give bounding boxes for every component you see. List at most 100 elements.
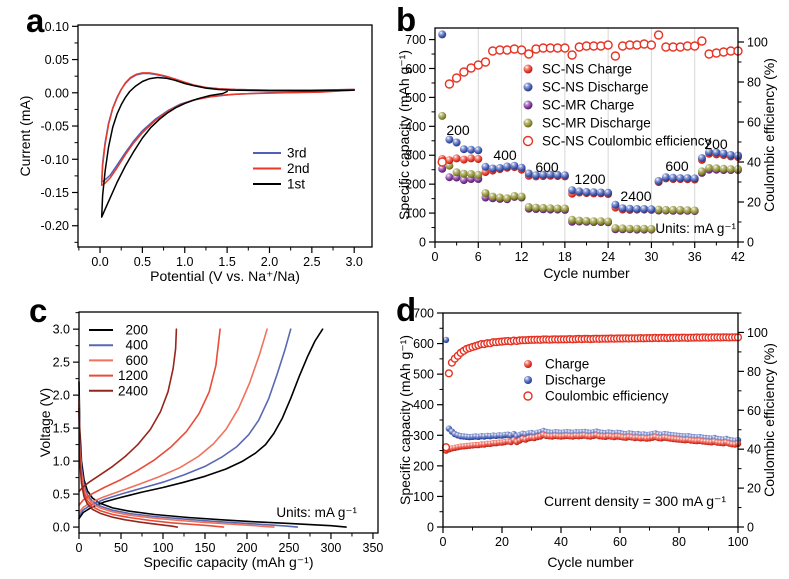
series-sc-ns-coulombic-efficiency (437, 30, 743, 167)
y-tick-label: 400 (413, 398, 434, 412)
y-axis-title: Specific capacity (mAh g⁻¹) (396, 50, 412, 220)
legend-marker-coulombic-efficiency (523, 391, 533, 401)
panel-c-letter: c (29, 292, 48, 329)
y-tick-label: 2.5 (53, 356, 70, 370)
y-tick-label: 600 (405, 62, 426, 76)
annotation-200: 200 (704, 136, 728, 152)
x-tick-label: 60 (613, 535, 627, 549)
legend-label-sc-ns-discharge: SC-NS Discharge (542, 80, 649, 95)
y-tick-label: 400 (405, 120, 426, 134)
x-tick-label: 0 (432, 250, 439, 264)
series-400-charge (78, 328, 292, 517)
legend-marker-charge (524, 360, 532, 368)
y2-tick-label: 60 (747, 116, 761, 130)
y-tick-label: 0.10 (45, 20, 69, 34)
x-tick-label: 200 (237, 541, 258, 555)
legend-label-2400: 2400 (118, 383, 148, 398)
y-tick-label: 700 (405, 33, 426, 47)
legend-label-1st: 1st (287, 177, 305, 192)
x-tick-label: 100 (728, 535, 749, 549)
legend-marker-sc-mr-charge (523, 100, 533, 110)
y-tick-label: 0.05 (45, 53, 69, 67)
y2-tick-label: 20 (747, 482, 761, 496)
x-axis-title: Specific capacity (mAh g⁻¹) (144, 554, 314, 570)
x-tick-label: 42 (731, 250, 745, 264)
y-tick-label: 0.5 (53, 488, 70, 502)
x-tick-label: 150 (195, 541, 216, 555)
x-tick-label: 300 (321, 541, 342, 555)
y2-tick-label: 80 (747, 365, 761, 379)
series-2400-discharge (78, 407, 179, 528)
series-600-charge (78, 328, 268, 514)
legend-label-charge: Charge (545, 357, 589, 372)
plot-frame (77, 24, 373, 248)
panel-d-cycling-chart: 0 20 40 60 80 1000100200300400500600700020406… (397, 307, 777, 571)
y2-tick-label: 0 (747, 521, 754, 535)
legend-label-sc-mr-discharge: SC-MR Discharge (542, 116, 651, 131)
y-tick-label: 2.0 (53, 389, 70, 403)
y-tick-label: 500 (413, 368, 434, 382)
annotation-2400: 2400 (620, 188, 651, 204)
series-2400-charge (78, 328, 178, 493)
y-tick-label: -0.15 (41, 186, 70, 200)
y-tick-label: 300 (405, 149, 426, 163)
x-tick-label: 1.5 (218, 255, 235, 269)
y-tick-label: -0.10 (41, 153, 70, 167)
y-tick-label: 3.0 (53, 323, 70, 337)
y-tick-label: 100 (405, 207, 426, 221)
x-tick-label: 6 (475, 250, 482, 264)
legend-label-200: 200 (125, 323, 148, 338)
series-sc-ns-discharge (438, 30, 742, 214)
y-tick-label: -0.05 (41, 120, 70, 134)
panel-a-cv-chart: 0.0 0.5 1.0 1.5 2.0 2.5 3.0 0.10 0.05 0.00 -0.05 -0… (17, 20, 373, 284)
annotation-current-density-300-ma-g: Current density = 300 mA g⁻¹ (544, 493, 726, 509)
x-tick-label: 3.0 (346, 255, 363, 269)
y2-tick-label: 40 (747, 443, 761, 457)
x-tick-label: 1.0 (176, 255, 193, 269)
x-tick-label: 0 (440, 535, 447, 549)
series-1200-charge (78, 328, 221, 507)
panel-d-letter: d (396, 291, 417, 328)
annotation-1200: 1200 (574, 171, 605, 187)
x-tick-label: 0.0 (91, 255, 108, 269)
legend-label-discharge: Discharge (545, 373, 606, 388)
series-1st (100, 76, 355, 218)
series-600-discharge (78, 399, 275, 528)
legend-label-2nd: 2nd (287, 161, 310, 176)
panel-b-rate-capability-chart: 0 6 12 18 24 30 36 4201002003004005006007000204… (396, 27, 777, 281)
x-tick-label: 50 (114, 541, 128, 555)
y2-tick-label: 100 (747, 36, 768, 50)
panel-c-voltage-profile-chart: 0 50 100 150 200 250 300 350 0.0 0.5 1.0 1.5 2.0 2.5 3… (37, 311, 384, 570)
x-tick-label: 250 (279, 541, 300, 555)
y-axis-title: Voltage (V) (37, 388, 53, 457)
y-axis-title: Specific capacity (mAh g⁻¹) (397, 335, 413, 505)
y2-axis-title: Coulombic efficiency (%) (761, 58, 777, 212)
y-tick-label: -0.20 (41, 219, 70, 233)
legend-marker-sc-mr-discharge (523, 118, 533, 128)
x-tick-label: 20 (495, 535, 509, 549)
y-tick-label: 200 (413, 459, 434, 473)
x-tick-label: 350 (363, 541, 384, 555)
x-tick-label: 18 (558, 250, 572, 264)
annotation-600: 600 (665, 158, 689, 174)
series-coulombic-efficiency (441, 333, 743, 452)
x-tick-label: 100 (153, 541, 174, 555)
y-tick-label: 1.5 (53, 422, 70, 436)
annotation-400: 400 (493, 147, 517, 163)
y-tick-label: 500 (405, 91, 426, 105)
legend-label-coulombic-efficiency: Coulombic efficiency (545, 389, 669, 404)
x-tick-label: 30 (644, 250, 658, 264)
series-200-discharge (78, 381, 347, 528)
y-tick-label: 600 (413, 337, 434, 351)
legend-label-sc-mr-charge: SC-MR Charge (542, 98, 634, 113)
x-tick-label: 24 (601, 250, 615, 264)
y-tick-label: 0 (419, 236, 426, 250)
annotation-200: 200 (446, 122, 470, 138)
annotation-units-ma-g: Units: mA g⁻¹ (655, 221, 736, 236)
legend-label-sc-ns-coulombic-efficiency: SC-NS Coulombic efficiency (542, 134, 712, 149)
y2-tick-label: 60 (747, 404, 761, 418)
x-axis-title: Cycle number (547, 554, 634, 570)
x-tick-label: 36 (688, 250, 702, 264)
y-tick-label: 0.00 (45, 86, 69, 100)
